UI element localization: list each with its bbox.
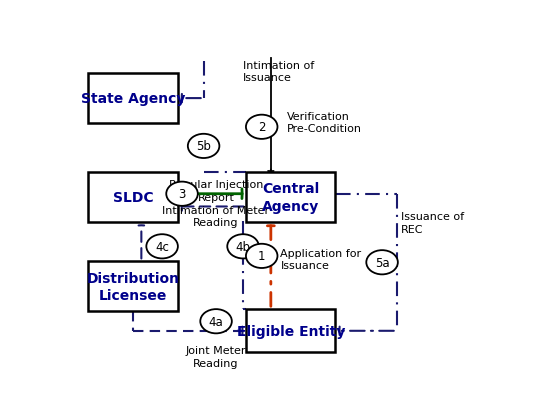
Text: Application for
Issuance: Application for Issuance <box>280 248 362 271</box>
Text: 5b: 5b <box>196 140 211 153</box>
Text: SLDC: SLDC <box>113 190 154 204</box>
Text: Distribution
Licensee: Distribution Licensee <box>87 271 179 302</box>
FancyBboxPatch shape <box>246 173 335 222</box>
Circle shape <box>246 115 278 140</box>
Circle shape <box>367 251 398 275</box>
Circle shape <box>201 309 232 334</box>
Text: 2: 2 <box>258 121 266 134</box>
Text: 3: 3 <box>178 188 186 201</box>
Text: Verification
Pre-Condition: Verification Pre-Condition <box>287 112 362 134</box>
Text: Issuance of
REC: Issuance of REC <box>401 212 464 234</box>
Text: 1: 1 <box>258 250 266 263</box>
Text: Regular Injection
Report: Regular Injection Report <box>169 180 263 202</box>
Circle shape <box>166 182 198 206</box>
FancyBboxPatch shape <box>88 262 178 311</box>
FancyBboxPatch shape <box>88 173 178 222</box>
Text: 4a: 4a <box>209 315 224 328</box>
Circle shape <box>227 235 259 259</box>
Circle shape <box>246 244 278 268</box>
FancyBboxPatch shape <box>88 74 178 123</box>
Text: Central
Agency: Central Agency <box>262 182 320 213</box>
Text: Intimation of
Issuance: Intimation of Issuance <box>243 61 314 83</box>
Text: Intimation of Meter
Reading: Intimation of Meter Reading <box>162 205 270 228</box>
Text: 4b: 4b <box>236 240 251 253</box>
Text: State Agency: State Agency <box>81 92 185 106</box>
Text: Eligible Entity: Eligible Entity <box>237 324 345 338</box>
Text: Joint Meter
Reading: Joint Meter Reading <box>186 345 246 368</box>
Text: 5a: 5a <box>375 256 389 269</box>
Circle shape <box>188 135 219 159</box>
FancyBboxPatch shape <box>246 309 335 352</box>
Text: 4c: 4c <box>155 240 169 253</box>
Circle shape <box>146 235 178 259</box>
